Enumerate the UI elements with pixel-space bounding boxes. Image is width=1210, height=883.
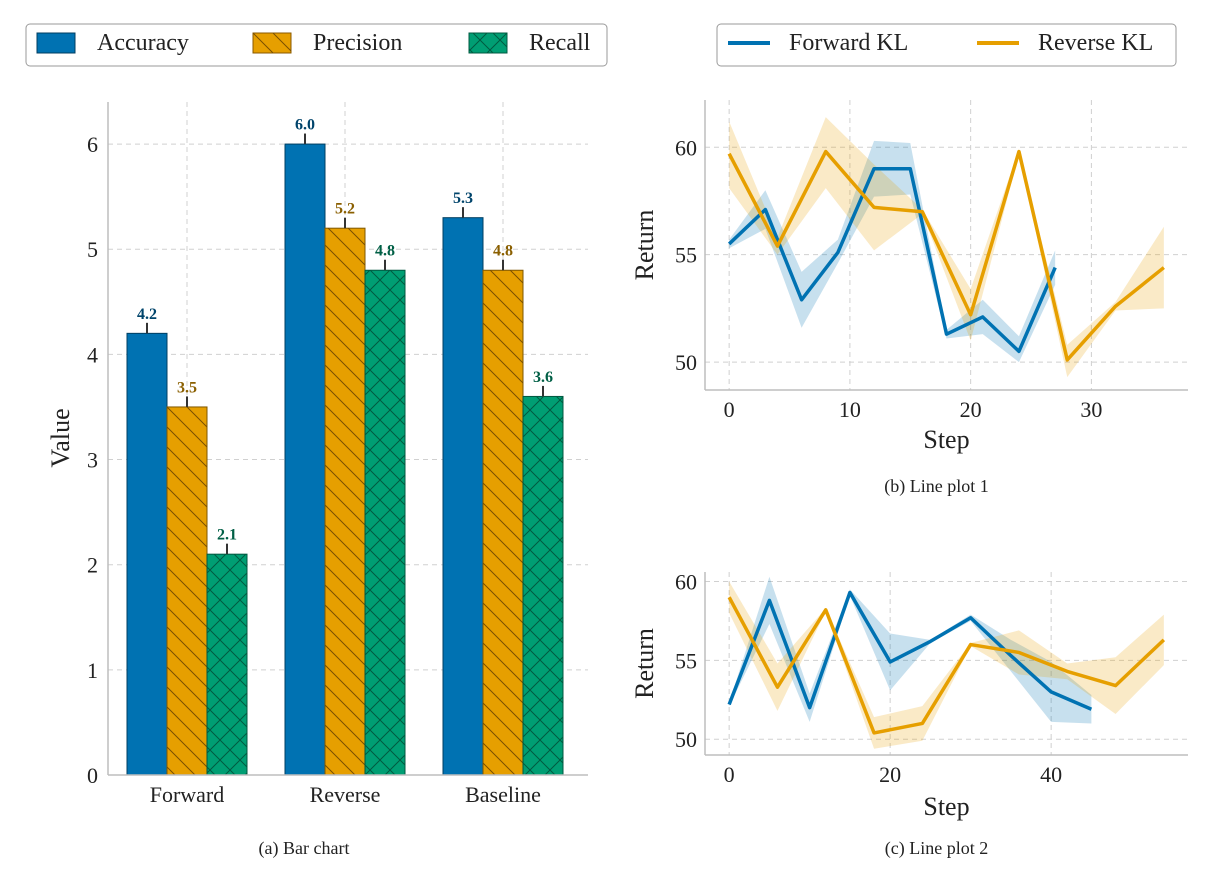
bar-hatch xyxy=(365,270,405,775)
panel-caption: (a) Bar chart xyxy=(259,838,350,859)
series-line xyxy=(727,590,1093,711)
y-tick-label: 6 xyxy=(87,132,98,157)
legend-swatch-accuracy xyxy=(36,32,76,54)
legend-label-precision: Precision xyxy=(313,30,402,56)
y-tick-label: 0 xyxy=(87,763,98,788)
x-tick-label: 20 xyxy=(879,762,901,787)
x-tick-label: Forward xyxy=(150,782,225,807)
x-tick-label: 0 xyxy=(724,762,735,787)
data-label: 2.1 xyxy=(217,527,237,544)
confidence-band xyxy=(729,140,1056,363)
series-line xyxy=(727,149,1165,362)
y-axis-label: Return xyxy=(630,210,659,281)
legend-bar-frame xyxy=(25,23,608,67)
legend-label-recall: Recall xyxy=(529,30,591,56)
x-tick-label: 40 xyxy=(1040,762,1062,787)
data-label: 5.3 xyxy=(453,190,473,207)
data-label: 5.2 xyxy=(335,201,355,218)
legend-label-accuracy: Accuracy xyxy=(97,30,189,56)
legend-label-forward: Forward KL xyxy=(789,30,908,56)
x-tick-label: Reverse xyxy=(310,782,381,807)
data-label: 6.0 xyxy=(295,117,315,134)
x-tick-label: 0 xyxy=(724,397,735,422)
legend-bar-chart: Accuracy Precision Recall xyxy=(25,23,608,67)
y-axis-label: Value xyxy=(46,408,75,467)
y-tick-label: 4 xyxy=(87,342,98,367)
legend-line-frame xyxy=(716,23,1177,67)
legend-swatch-recall-hatch xyxy=(469,33,507,53)
x-axis-label: Step xyxy=(923,425,969,454)
legend-swatch-precision-hatch xyxy=(253,33,291,53)
x-tick-label: 20 xyxy=(960,397,982,422)
y-tick-label: 60 xyxy=(675,569,697,594)
y-tick-label: 3 xyxy=(87,448,98,473)
y-tick-label: 5 xyxy=(87,237,98,262)
x-tick-label: 10 xyxy=(839,397,861,422)
legend-line-charts: Forward KL Reverse KL xyxy=(716,23,1177,67)
series-line xyxy=(727,166,1057,354)
y-tick-label: 60 xyxy=(675,135,697,160)
bar-hatch xyxy=(207,554,247,775)
line-plot-1-panel: 50 55 60 0 10 20 30 Step Return (b) Line plot 1 xyxy=(630,100,1188,497)
series-line xyxy=(727,596,1166,735)
y-tick-label: 55 xyxy=(675,243,697,268)
data-label: 4.8 xyxy=(493,243,513,260)
data-label: 4.8 xyxy=(375,243,395,260)
bar-hatch xyxy=(483,270,523,775)
line-plot-2-panel: 50 55 60 0 20 40 Step Return (c) Line plot 2 xyxy=(630,569,1188,859)
bar-hatch xyxy=(167,406,207,775)
bar-chart-panel: 4.2 6.0 5.3 3.5 5.2 4.8 2.1 4.8 3.6 0 1 2 3 4 5 6 Forwar… xyxy=(46,102,588,859)
data-label: 3.5 xyxy=(177,379,197,396)
y-tick-label: 55 xyxy=(675,648,697,673)
bar-hatch xyxy=(523,396,563,775)
panel-caption: (c) Line plot 2 xyxy=(885,838,988,859)
legend-label-reverse: Reverse KL xyxy=(1038,30,1153,56)
y-tick-label: 50 xyxy=(675,350,697,375)
x-tick-label: Baseline xyxy=(465,782,541,807)
x-axis-label: Step xyxy=(923,792,969,821)
y-tick-label: 1 xyxy=(87,658,98,683)
bar xyxy=(284,143,326,776)
confidence-band xyxy=(729,581,1164,749)
bar xyxy=(442,217,484,776)
y-tick-label: 2 xyxy=(87,553,98,578)
y-tick-label: 50 xyxy=(675,727,697,752)
bar-hatch xyxy=(325,228,365,775)
data-label: 4.2 xyxy=(137,306,157,323)
data-label: 3.6 xyxy=(533,369,553,386)
x-tick-label: 30 xyxy=(1080,397,1102,422)
y-axis-label: Return xyxy=(630,628,659,699)
panel-caption: (b) Line plot 1 xyxy=(884,476,988,497)
bar xyxy=(126,332,168,776)
